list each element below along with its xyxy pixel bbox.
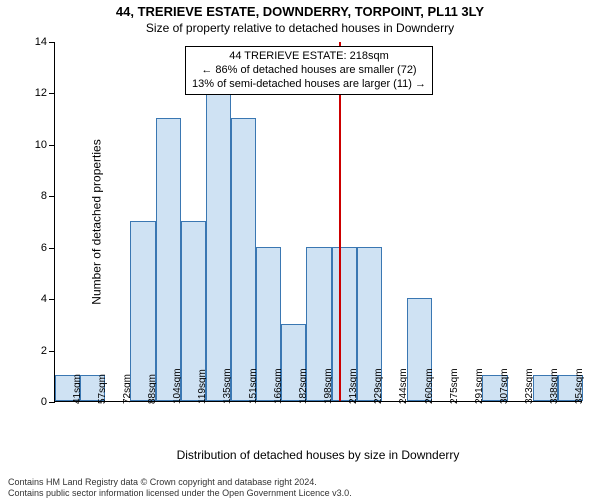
histogram-bar: [231, 118, 256, 401]
x-tick-label: 275sqm: [449, 368, 460, 404]
x-axis-label: Distribution of detached houses by size …: [54, 448, 582, 462]
y-tick: [49, 93, 55, 94]
chart-container: 44, TRERIEVE ESTATE, DOWNDERRY, TORPOINT…: [0, 0, 600, 500]
y-tick-label: 8: [27, 190, 47, 202]
annotation-line-2: ← 86% of detached houses are smaller (72…: [192, 64, 426, 78]
x-tick-label: 354sqm: [574, 368, 585, 404]
y-tick: [49, 145, 55, 146]
y-tick-label: 4: [27, 293, 47, 305]
x-tick-label: 307sqm: [499, 368, 510, 404]
y-tick-label: 10: [27, 139, 47, 151]
y-tick-label: 12: [27, 87, 47, 99]
plot: 0246810121441sqm57sqm72sqm88sqm104sqm119…: [54, 42, 582, 402]
histogram-bar: [156, 118, 181, 401]
x-tick-label: 260sqm: [424, 368, 435, 404]
chart-title-line1: 44, TRERIEVE ESTATE, DOWNDERRY, TORPOINT…: [0, 0, 600, 19]
credits: Contains HM Land Registry data © Crown c…: [8, 477, 592, 498]
y-tick-label: 6: [27, 242, 47, 254]
y-tick: [49, 248, 55, 249]
annotation-line-3: 13% of semi-detached houses are larger (…: [192, 78, 426, 92]
x-tick-label: 229sqm: [373, 368, 384, 404]
y-tick: [49, 299, 55, 300]
credits-line-1: Contains HM Land Registry data © Crown c…: [8, 477, 592, 487]
annotation-line-1: 44 TRERIEVE ESTATE: 218sqm: [192, 50, 426, 64]
marker-line: [339, 42, 341, 401]
plot-area: Number of detached properties 0246810121…: [54, 42, 582, 402]
y-tick-label: 14: [27, 36, 47, 48]
annotation-box: 44 TRERIEVE ESTATE: 218sqm ← 86% of deta…: [185, 46, 433, 95]
y-tick: [49, 42, 55, 43]
y-tick: [49, 196, 55, 197]
credits-line-2: Contains public sector information licen…: [8, 488, 592, 498]
y-tick-label: 2: [27, 345, 47, 357]
x-tick-label: 57sqm: [97, 374, 108, 404]
histogram-bar: [206, 92, 231, 401]
y-tick: [49, 351, 55, 352]
chart-title-line2: Size of property relative to detached ho…: [0, 19, 600, 35]
y-tick-label: 0: [27, 396, 47, 408]
y-tick: [49, 402, 55, 403]
